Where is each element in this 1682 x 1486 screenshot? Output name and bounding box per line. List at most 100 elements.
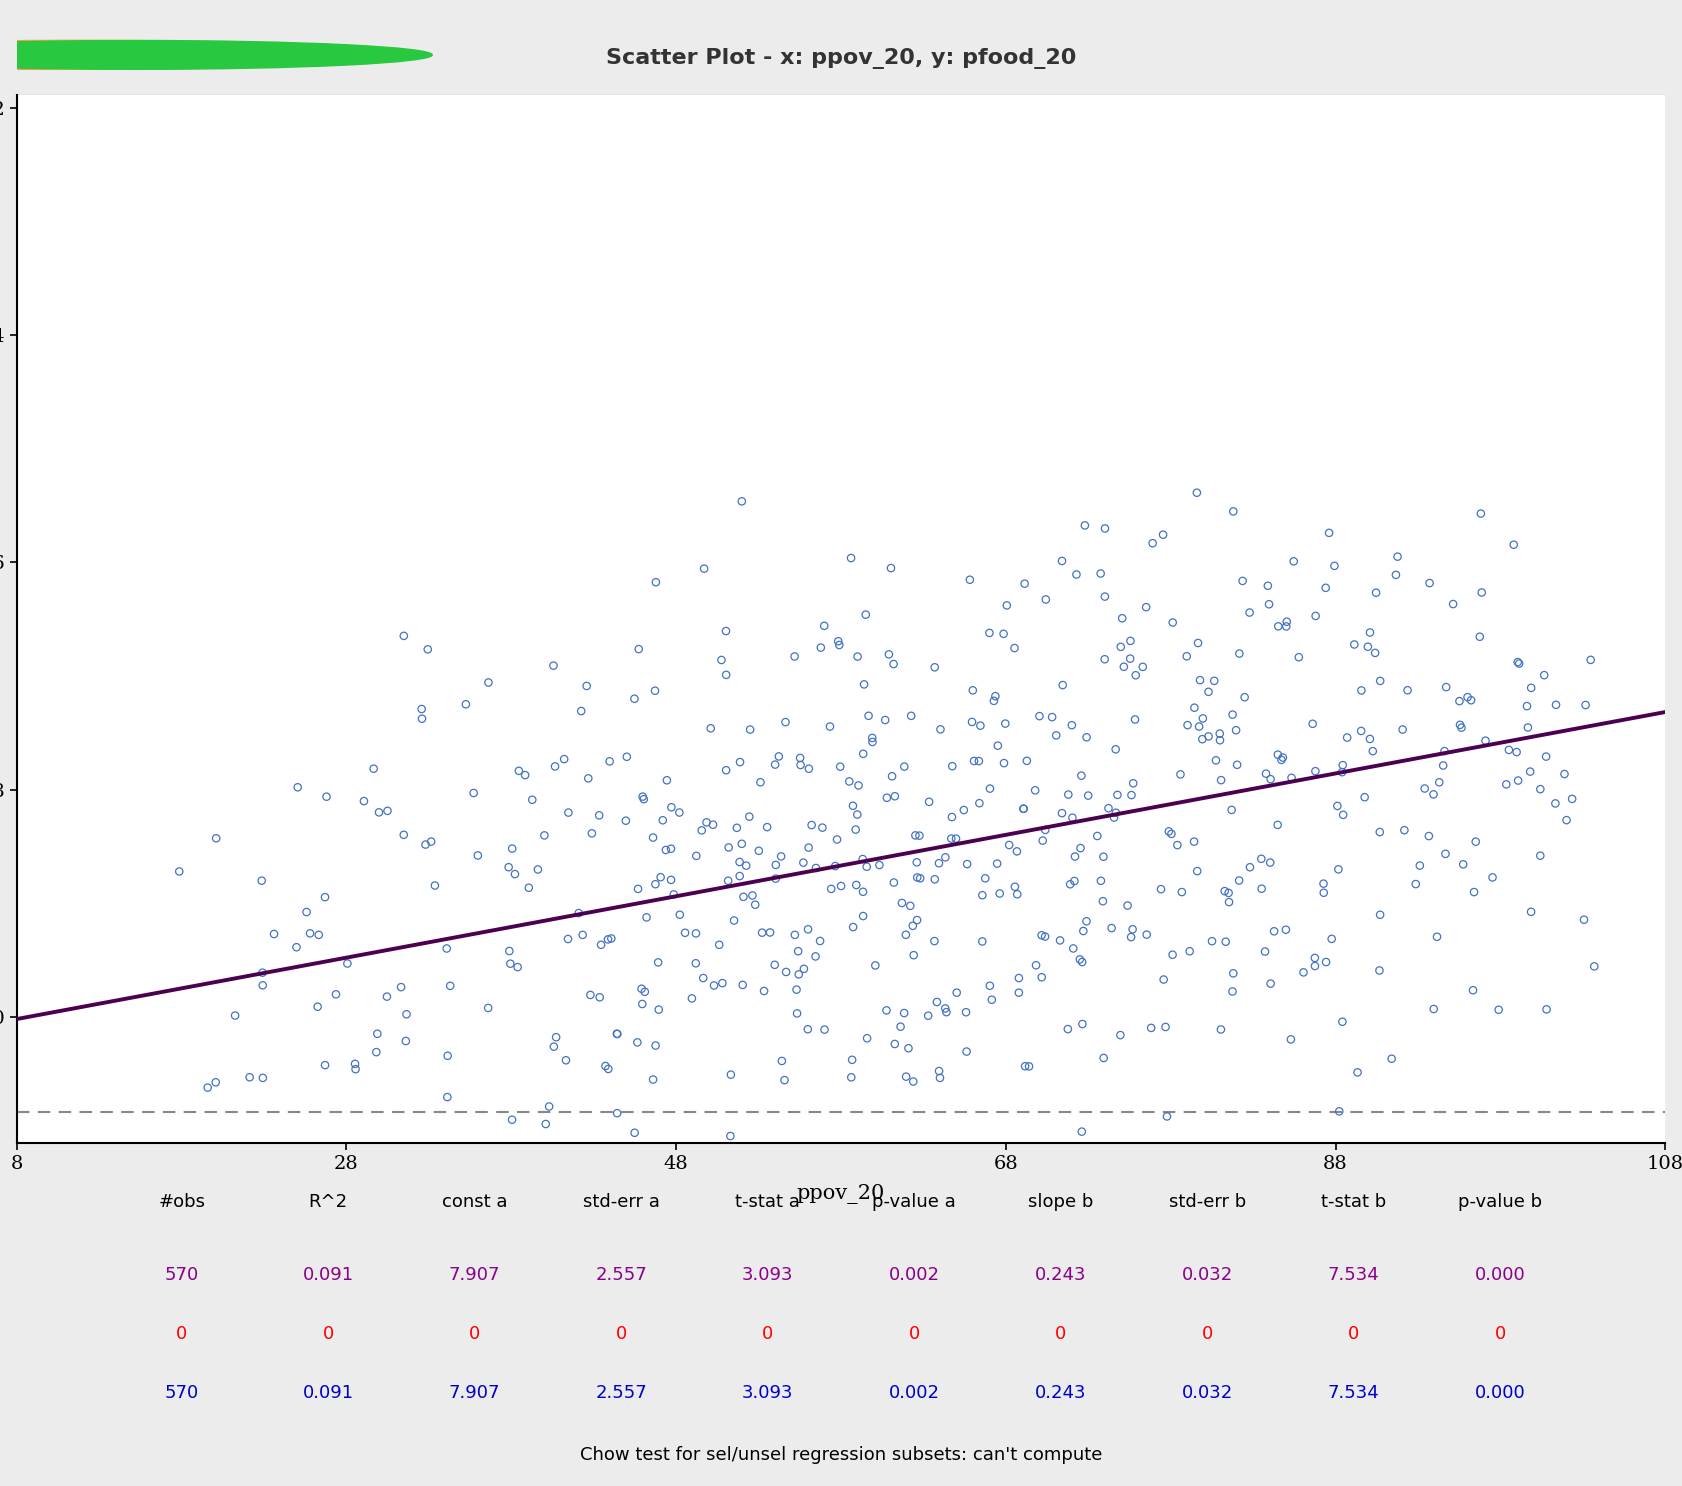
Point <box>839 1048 866 1071</box>
Point <box>193 1076 220 1100</box>
Point <box>511 764 538 788</box>
Point <box>1068 1120 1095 1144</box>
Point <box>1029 829 1056 853</box>
Point <box>434 1085 461 1109</box>
Point <box>1184 859 1211 883</box>
Point <box>967 713 994 737</box>
Point <box>1255 593 1282 617</box>
Point <box>957 568 984 591</box>
Point <box>1199 929 1226 953</box>
Point <box>1514 716 1541 740</box>
Point <box>1505 652 1532 676</box>
Point <box>1362 640 1389 664</box>
Point <box>1154 1104 1181 1128</box>
Point <box>649 808 676 832</box>
Point <box>1527 844 1554 868</box>
Point <box>1208 768 1235 792</box>
Point <box>1169 880 1196 903</box>
Point <box>639 826 666 850</box>
Point <box>875 642 902 666</box>
Point <box>893 1065 920 1089</box>
Point <box>1009 796 1036 820</box>
Point <box>555 927 582 951</box>
Text: 7.534: 7.534 <box>1329 1266 1379 1284</box>
Point <box>1117 926 1144 950</box>
Point <box>474 670 501 694</box>
Point <box>653 838 680 862</box>
Point <box>1043 724 1070 747</box>
Text: 0.000: 0.000 <box>1475 1383 1526 1401</box>
Text: p-value a: p-value a <box>873 1193 955 1211</box>
Point <box>1048 801 1075 825</box>
Point <box>757 920 784 944</box>
Point <box>235 1065 262 1089</box>
Point <box>585 804 612 828</box>
Point <box>915 1005 942 1028</box>
Point <box>977 777 1004 801</box>
Point <box>1120 771 1147 795</box>
Point <box>653 768 680 792</box>
Point <box>965 792 992 816</box>
Point <box>1066 837 1093 860</box>
Point <box>1206 722 1233 746</box>
Point <box>903 865 930 889</box>
Text: t-stat b: t-stat b <box>1320 1193 1386 1211</box>
Point <box>341 1052 368 1076</box>
Point <box>922 868 949 892</box>
Point <box>713 758 740 782</box>
Point <box>794 917 821 941</box>
Point <box>587 985 614 1009</box>
Point <box>631 979 658 1003</box>
Point <box>873 999 900 1022</box>
Text: 0.032: 0.032 <box>1182 1383 1233 1401</box>
Point <box>1211 880 1238 903</box>
Point <box>866 853 893 877</box>
Point <box>878 556 905 580</box>
Point <box>365 801 392 825</box>
Point <box>1066 948 1093 972</box>
Point <box>1248 847 1275 871</box>
Point <box>683 1293 710 1317</box>
Point <box>1485 999 1512 1022</box>
Text: 2.557: 2.557 <box>595 1266 648 1284</box>
Point <box>1532 997 1559 1021</box>
Point <box>1083 825 1110 849</box>
Point <box>1447 713 1473 737</box>
Point <box>1046 929 1073 953</box>
Point <box>802 945 829 969</box>
Point <box>1542 792 1569 816</box>
Point <box>1016 1055 1043 1079</box>
Point <box>1110 655 1137 679</box>
Point <box>1219 499 1246 523</box>
Point <box>942 826 969 850</box>
Point <box>1031 817 1058 841</box>
Point <box>1411 777 1438 801</box>
Point <box>594 927 621 951</box>
Point <box>658 837 685 860</box>
Point <box>849 847 876 871</box>
Text: #obs: #obs <box>158 1193 205 1211</box>
Point <box>860 727 886 750</box>
Point <box>1467 624 1494 648</box>
Point <box>807 929 834 953</box>
Point <box>1164 834 1191 857</box>
Point <box>728 489 755 513</box>
Point <box>1384 545 1411 569</box>
Text: 3.093: 3.093 <box>742 1266 794 1284</box>
Point <box>772 960 799 984</box>
Point <box>1423 924 1450 948</box>
Point <box>1006 981 1033 1005</box>
Text: 0.002: 0.002 <box>888 1383 940 1401</box>
Point <box>828 755 854 779</box>
Text: 0.243: 0.243 <box>1034 1266 1087 1284</box>
Point <box>927 1065 954 1089</box>
Point <box>853 854 880 878</box>
Point <box>612 808 639 832</box>
Point <box>1147 877 1174 901</box>
Point <box>873 786 900 810</box>
Point <box>666 801 693 825</box>
Point <box>1176 939 1203 963</box>
Point <box>824 630 851 654</box>
Point <box>981 690 1008 713</box>
Point <box>1189 706 1216 730</box>
